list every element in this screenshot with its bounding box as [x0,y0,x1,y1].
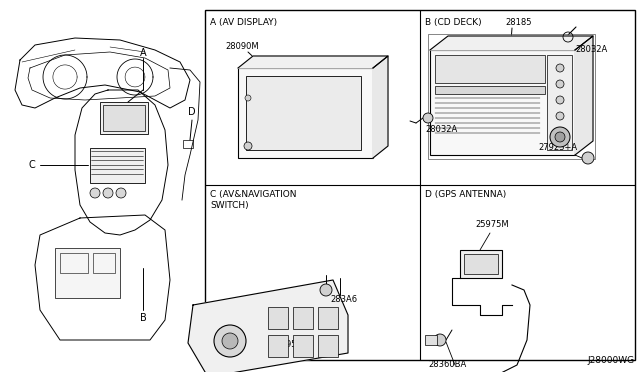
Bar [428,34,595,159]
Text: 28395N: 28395N [270,340,303,349]
Text: 27923+A: 27923+A [538,143,577,152]
Text: A: A [140,48,147,58]
Circle shape [222,333,238,349]
Bar [100,102,148,134]
Polygon shape [430,36,593,50]
Text: 25975M: 25975M [475,220,509,229]
Circle shape [244,142,252,150]
Circle shape [582,152,594,164]
Text: 28090M: 28090M [225,42,259,51]
Bar [103,105,145,131]
Bar [205,10,635,360]
Circle shape [434,334,446,346]
Bar [464,254,498,274]
Circle shape [245,95,251,101]
Bar [318,335,338,357]
Bar [293,335,313,357]
Text: C (AV&NAVIGATION
SWITCH): C (AV&NAVIGATION SWITCH) [210,190,296,210]
Circle shape [423,113,433,123]
Bar [460,250,502,278]
Text: 28185: 28185 [505,18,531,27]
Bar [60,253,88,273]
Bar [246,76,361,150]
Bar [435,55,545,83]
Circle shape [555,132,565,142]
Bar [318,307,338,329]
Bar [268,335,288,357]
Circle shape [320,284,332,296]
Text: J28000WG: J28000WG [588,356,635,365]
Polygon shape [238,56,388,68]
Bar [55,248,120,298]
Text: 283A6: 283A6 [330,295,357,304]
Circle shape [214,325,246,357]
Circle shape [556,80,564,88]
Bar [293,307,313,329]
Bar [425,335,437,345]
Bar [183,140,193,148]
Circle shape [103,188,113,198]
Bar [547,55,572,150]
Bar [430,50,575,155]
Polygon shape [575,36,593,155]
Circle shape [90,188,100,198]
Bar [268,307,288,329]
Circle shape [116,188,126,198]
Text: D: D [188,107,196,117]
Circle shape [556,112,564,120]
Bar [93,253,115,273]
Circle shape [550,127,570,147]
Polygon shape [373,56,388,158]
Polygon shape [188,280,348,372]
Text: 28032A: 28032A [425,125,457,134]
Text: D (GPS ANTENNA): D (GPS ANTENNA) [425,190,506,199]
Bar [238,68,373,158]
Bar [90,148,145,183]
Circle shape [556,96,564,104]
Text: B (CD DECK): B (CD DECK) [425,18,482,27]
Text: A (AV DISPLAY): A (AV DISPLAY) [210,18,277,27]
Text: 28032A: 28032A [575,45,607,54]
Bar [435,86,545,94]
Text: 28360BA: 28360BA [428,360,467,369]
Text: B: B [140,313,147,323]
Circle shape [556,64,564,72]
Text: C: C [29,160,35,170]
